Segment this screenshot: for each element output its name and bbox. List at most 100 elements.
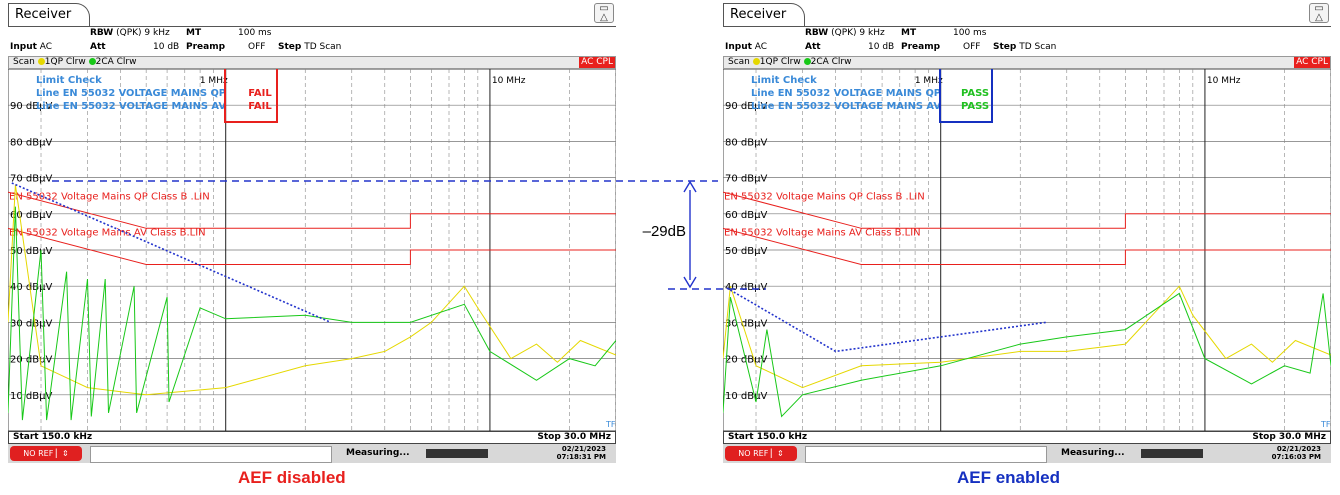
status-bar: NO REF ▏⇕ Measuring... 02/21/2023 07:16:0… <box>723 444 1331 463</box>
receiver-tab[interactable]: Receiver <box>8 3 91 27</box>
y-tick-label: 90 dBµV <box>725 101 767 112</box>
y-tick-label: 80 dBµV <box>10 137 52 148</box>
limit-check-av-line: Line EN 55032 VOLTAGE MAINS AV <box>751 101 941 112</box>
av-trace <box>8 206 616 421</box>
mt-setting: MT <box>901 28 917 38</box>
qp-result-badge: PASS <box>961 88 989 99</box>
date-text: 02/21/2023 <box>561 445 606 453</box>
stop-frequency: Stop 30.0 MHz <box>537 432 611 442</box>
stop-frequency: Stop 30.0 MHz <box>1252 432 1326 442</box>
analyzer-panel-aef-disabled: Receiver ▭ △ RBW (QPK) 9 kHz MT 100 ms In… <box>8 3 616 463</box>
input-setting: Input AC <box>725 42 768 52</box>
time-text: 07:18:31 PM <box>556 453 606 461</box>
step-setting: Step TD Scan <box>993 42 1057 52</box>
tf-marker: TF <box>1320 420 1331 429</box>
receiver-tab-label: Receiver <box>730 7 787 22</box>
y-tick-label: 40 dBµV <box>10 282 52 293</box>
trace1-label: 1QP Clrw <box>759 57 801 67</box>
measure-progress-bar <box>1141 449 1203 458</box>
trace2-dot-icon <box>803 58 811 65</box>
y-tick-label: 10 dBµV <box>10 391 52 402</box>
y-tick-label: 60 dBµV <box>10 210 52 221</box>
status-bar: NO REF ▏⇕ Measuring... 02/21/2023 07:18:3… <box>8 444 616 463</box>
limit-line-qp <box>723 191 1331 229</box>
start-frequency: Start 150.0 kHz <box>728 432 808 442</box>
delta-arrow-head-down <box>683 276 697 289</box>
mt-value: 100 ms <box>953 28 987 38</box>
analyzer-panel-aef-enabled: Receiver ▭ △ RBW (QPK) 9 kHz MT 100 ms In… <box>723 3 1331 463</box>
x-tick-label: 1 MHz <box>915 76 943 86</box>
spectrum-plot[interactable]: 90 dBµV 80 dBµV 70 dBµV 60 dBµV 50 dBµV 40 dB… <box>8 69 616 431</box>
limit-check-title: Limit Check <box>36 75 102 86</box>
peak-envelope-line <box>726 287 1046 353</box>
limit-line-label: EN 55032 Voltage Mains QP Class B .LIN <box>9 191 210 202</box>
limit-line-av <box>723 227 1331 265</box>
status-message-field <box>805 446 1047 463</box>
x-tick-label: 10 MHz <box>1207 76 1241 86</box>
start-frequency: Start 150.0 kHz <box>13 432 93 442</box>
measure-progress-bar <box>426 449 488 458</box>
limit-check-qp-line: Line EN 55032 VOLTAGE MAINS QP <box>751 88 941 99</box>
result-highlight-box <box>224 69 278 123</box>
frequency-range-bar: Start 150.0 kHz Stop 30.0 MHz <box>8 431 616 444</box>
limit-check-av-line: Line EN 55032 VOLTAGE MAINS AV <box>36 101 226 112</box>
y-tick-label: 60 dBµV <box>725 210 767 221</box>
frequency-range-bar: Start 150.0 kHz Stop 30.0 MHz <box>723 431 1331 444</box>
preamp-setting: Preamp <box>186 42 226 52</box>
result-highlight-box <box>939 69 993 123</box>
scan-label: Scan <box>728 57 750 67</box>
tab-divider <box>8 26 616 27</box>
limit-line-label: EN 55032 Voltage Mains AV Class B.LIN <box>724 228 921 239</box>
limit-line-label: EN 55032 Voltage Mains QP Class B .LIN <box>724 191 925 202</box>
att-setting: Att <box>805 42 821 52</box>
limit-line-label: EN 55032 Voltage Mains AV Class B.LIN <box>9 228 206 239</box>
limit-check-title: Limit Check <box>751 75 817 86</box>
trace1-dot-icon <box>752 58 760 65</box>
scan-bar: Scan 1QP Clrw 2CA Clrw AC CPL <box>8 56 616 69</box>
y-tick-label: 10 dBµV <box>725 391 767 402</box>
trace2-label: 2CA Clrw <box>95 57 137 67</box>
no-ref-button[interactable]: NO REF ▏⇕ <box>10 446 82 461</box>
preamp-value: OFF <box>963 42 981 52</box>
y-tick-label: 30 dBµV <box>10 318 52 329</box>
no-ref-label: NO REF <box>23 449 54 458</box>
rbw-setting: RBW (QPK) 9 kHz <box>805 28 885 38</box>
av-result-badge: PASS <box>961 101 989 112</box>
input-setting: Input AC <box>10 42 53 52</box>
caption-aef-enabled: AEF enabled <box>957 468 1060 487</box>
battery-icon[interactable]: ▭ △ <box>594 3 614 23</box>
y-tick-label: 20 dBµV <box>10 355 52 366</box>
y-tick-label: 50 dBµV <box>725 246 767 257</box>
delta-label: –29dB <box>643 223 686 240</box>
y-tick-label: 90 dBµV <box>10 101 52 112</box>
mt-value: 100 ms <box>238 28 272 38</box>
qp-trace <box>723 285 1331 389</box>
receiver-tab[interactable]: Receiver <box>723 3 806 27</box>
limit-check-qp-line: Line EN 55032 VOLTAGE MAINS QP <box>36 88 226 99</box>
delta-arrow-head-up <box>683 180 697 193</box>
qp-trace <box>8 184 616 396</box>
av-result-badge: FAIL <box>248 101 272 112</box>
att-value: 10 dB <box>868 42 895 52</box>
battery-icon[interactable]: ▭ △ <box>1309 3 1329 23</box>
x-tick-label: 1 MHz <box>200 76 228 86</box>
limit-line-qp <box>8 191 616 229</box>
rbw-setting: RBW (QPK) 9 kHz <box>90 28 170 38</box>
ac-cpl-badge: AC CPL <box>1294 57 1330 68</box>
qp-result-badge: FAIL <box>248 88 272 99</box>
step-setting: Step TD Scan <box>278 42 342 52</box>
no-ref-button[interactable]: NO REF ▏⇕ <box>725 446 797 461</box>
status-message-field <box>90 446 332 463</box>
y-tick-label: 40 dBµV <box>725 282 767 293</box>
limit-line-av <box>8 227 616 265</box>
preamp-setting: Preamp <box>901 42 941 52</box>
measuring-status: Measuring... <box>346 448 410 458</box>
timestamp: 02/21/2023 07:18:31 PM <box>557 445 606 461</box>
spectrum-plot[interactable]: 90 dBµV 80 dBµV 70 dBµV 60 dBµV 50 dBµV 40 dB… <box>723 69 1331 431</box>
timestamp: 02/21/2023 07:16:03 PM <box>1272 445 1321 461</box>
receiver-tab-label: Receiver <box>15 7 72 22</box>
scan-bar: Scan 1QP Clrw 2CA Clrw AC CPL <box>723 56 1331 69</box>
trace1-dot-icon <box>37 58 45 65</box>
measuring-status: Measuring... <box>1061 448 1125 458</box>
scan-label: Scan <box>13 57 35 67</box>
